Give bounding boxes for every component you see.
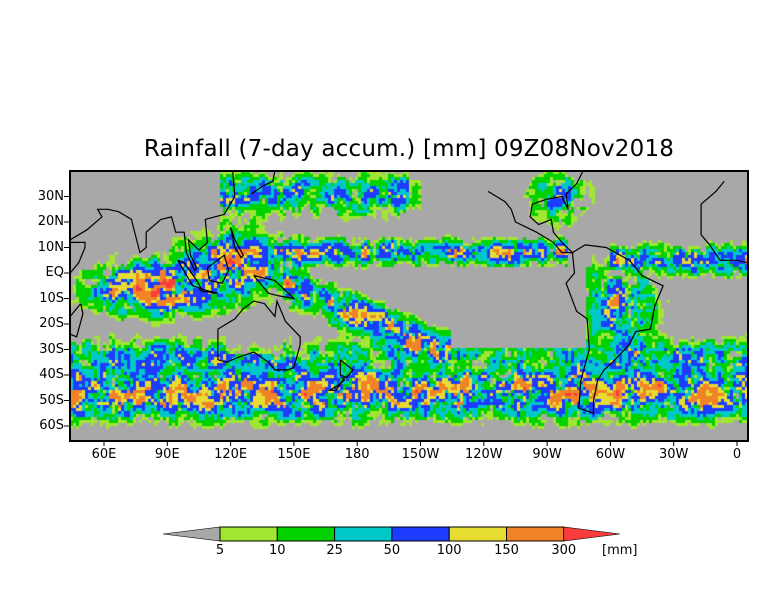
colorbar-label: 10 <box>269 543 286 558</box>
lat-label: 10N <box>37 239 64 255</box>
lon-label: 180 <box>344 447 370 462</box>
lon-label: 150E <box>277 447 311 462</box>
lat-label: 30N <box>37 188 64 204</box>
lat-label: 50S <box>39 392 64 408</box>
coastline-new-zealand-north <box>339 359 354 379</box>
colorbar-segment <box>391 526 450 542</box>
lat-label: 20N <box>37 214 64 229</box>
colorbar <box>162 526 621 542</box>
coastline-philippines <box>230 226 245 259</box>
lon-label: 60E <box>91 447 117 462</box>
colorbar-high-triangle <box>563 526 621 542</box>
coastline-africa-west <box>700 180 748 264</box>
coastline-new-zealand-south <box>327 377 346 391</box>
coastline-australia <box>217 298 301 371</box>
coastline-north-america <box>487 170 584 254</box>
colorbar-segment <box>219 526 278 542</box>
lon-label: 90W <box>532 447 562 462</box>
colorbar-label: 5 <box>215 543 225 558</box>
coastlines <box>69 170 748 415</box>
coastline-new-guinea <box>253 275 296 300</box>
colorbar-segment <box>506 526 565 542</box>
colorbar-segment <box>276 526 336 542</box>
map-frame <box>69 170 749 442</box>
lon-label: 0 <box>732 447 742 462</box>
legend-unit: [mm] <box>602 543 638 558</box>
colorbar-segment <box>448 526 508 542</box>
lat-label: 10S <box>39 290 64 306</box>
coastline-sumatra <box>177 259 203 290</box>
coastline-asia <box>69 170 236 272</box>
lon-label: 90E <box>154 447 180 462</box>
colorbar-label: 300 <box>551 543 577 558</box>
colorbar-label: 25 <box>326 543 343 558</box>
colorbar-label: 100 <box>436 543 462 558</box>
lon-label: 60W <box>595 447 626 462</box>
coastline-java <box>198 287 219 294</box>
coastline-south-america <box>565 244 664 415</box>
lat-label: EQ <box>45 265 64 280</box>
lat-label: 40S <box>39 367 64 382</box>
lon-label: 120E <box>214 447 248 462</box>
colorbar-label: 50 <box>383 543 401 558</box>
lon-label: 120W <box>464 447 503 462</box>
rainfall-map <box>70 171 748 441</box>
coastline-africa-east <box>69 241 86 274</box>
lon-label: 150W <box>401 447 440 462</box>
colorbar-low-triangle <box>162 526 221 542</box>
coastline-madagascar <box>69 303 84 338</box>
coastline-borneo <box>206 254 230 284</box>
coastline-japan <box>251 170 276 195</box>
axis-ticks <box>64 196 738 446</box>
colorbar-label: 150 <box>494 543 519 558</box>
lat-label: 60S <box>39 418 64 433</box>
colorbar-segment <box>334 526 393 542</box>
lat-label: 30S <box>39 341 64 357</box>
lon-label: 30W <box>658 447 689 462</box>
lat-label: 20S <box>39 316 64 331</box>
map-title: Rainfall (7-day accum.) [mm] 09Z08Nov201… <box>143 136 675 162</box>
